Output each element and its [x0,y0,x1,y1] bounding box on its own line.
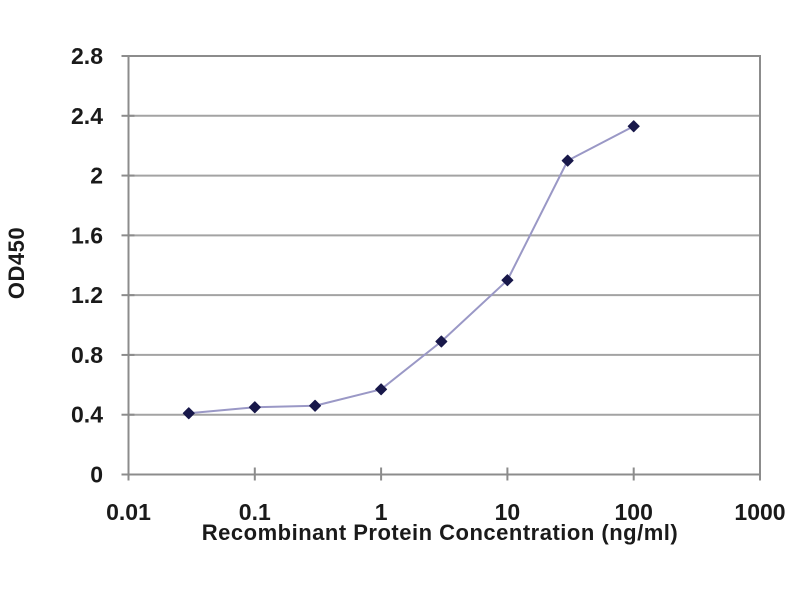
x-axis-title: Recombinant Protein Concentration (ng/ml… [201,520,679,545]
y-tick-label: 0 [90,462,103,488]
series-line [188,125,635,415]
x-tick-label: 1000 [734,499,785,525]
y-tick-label: 1.6 [71,222,103,248]
data-point-marker [627,120,640,133]
x-tick-label: 1 [375,499,388,525]
x-tick-label: 0.01 [106,499,151,525]
y-tick-label: 2 [90,163,103,189]
x-tick-label: 100 [615,499,653,525]
data-point-marker [182,407,195,420]
y-tick-label: 2.4 [71,103,103,129]
data-point-marker [248,401,261,414]
x-tick-label: 10 [495,499,521,525]
data-point-marker [561,154,574,167]
y-tick-label: 0.8 [71,342,103,368]
data-point-marker [375,383,388,396]
y-axis-title: OD450 [4,226,29,300]
y-tick-label: 0.4 [71,402,103,428]
plot-frame [127,55,761,476]
y-tick-label: 2.8 [71,43,103,69]
data-point-marker [501,274,514,287]
data-point-marker [309,399,322,412]
x-tick-label: 0.1 [239,499,271,525]
y-tick-label: 1.2 [71,282,103,308]
data-point-marker [435,335,448,348]
